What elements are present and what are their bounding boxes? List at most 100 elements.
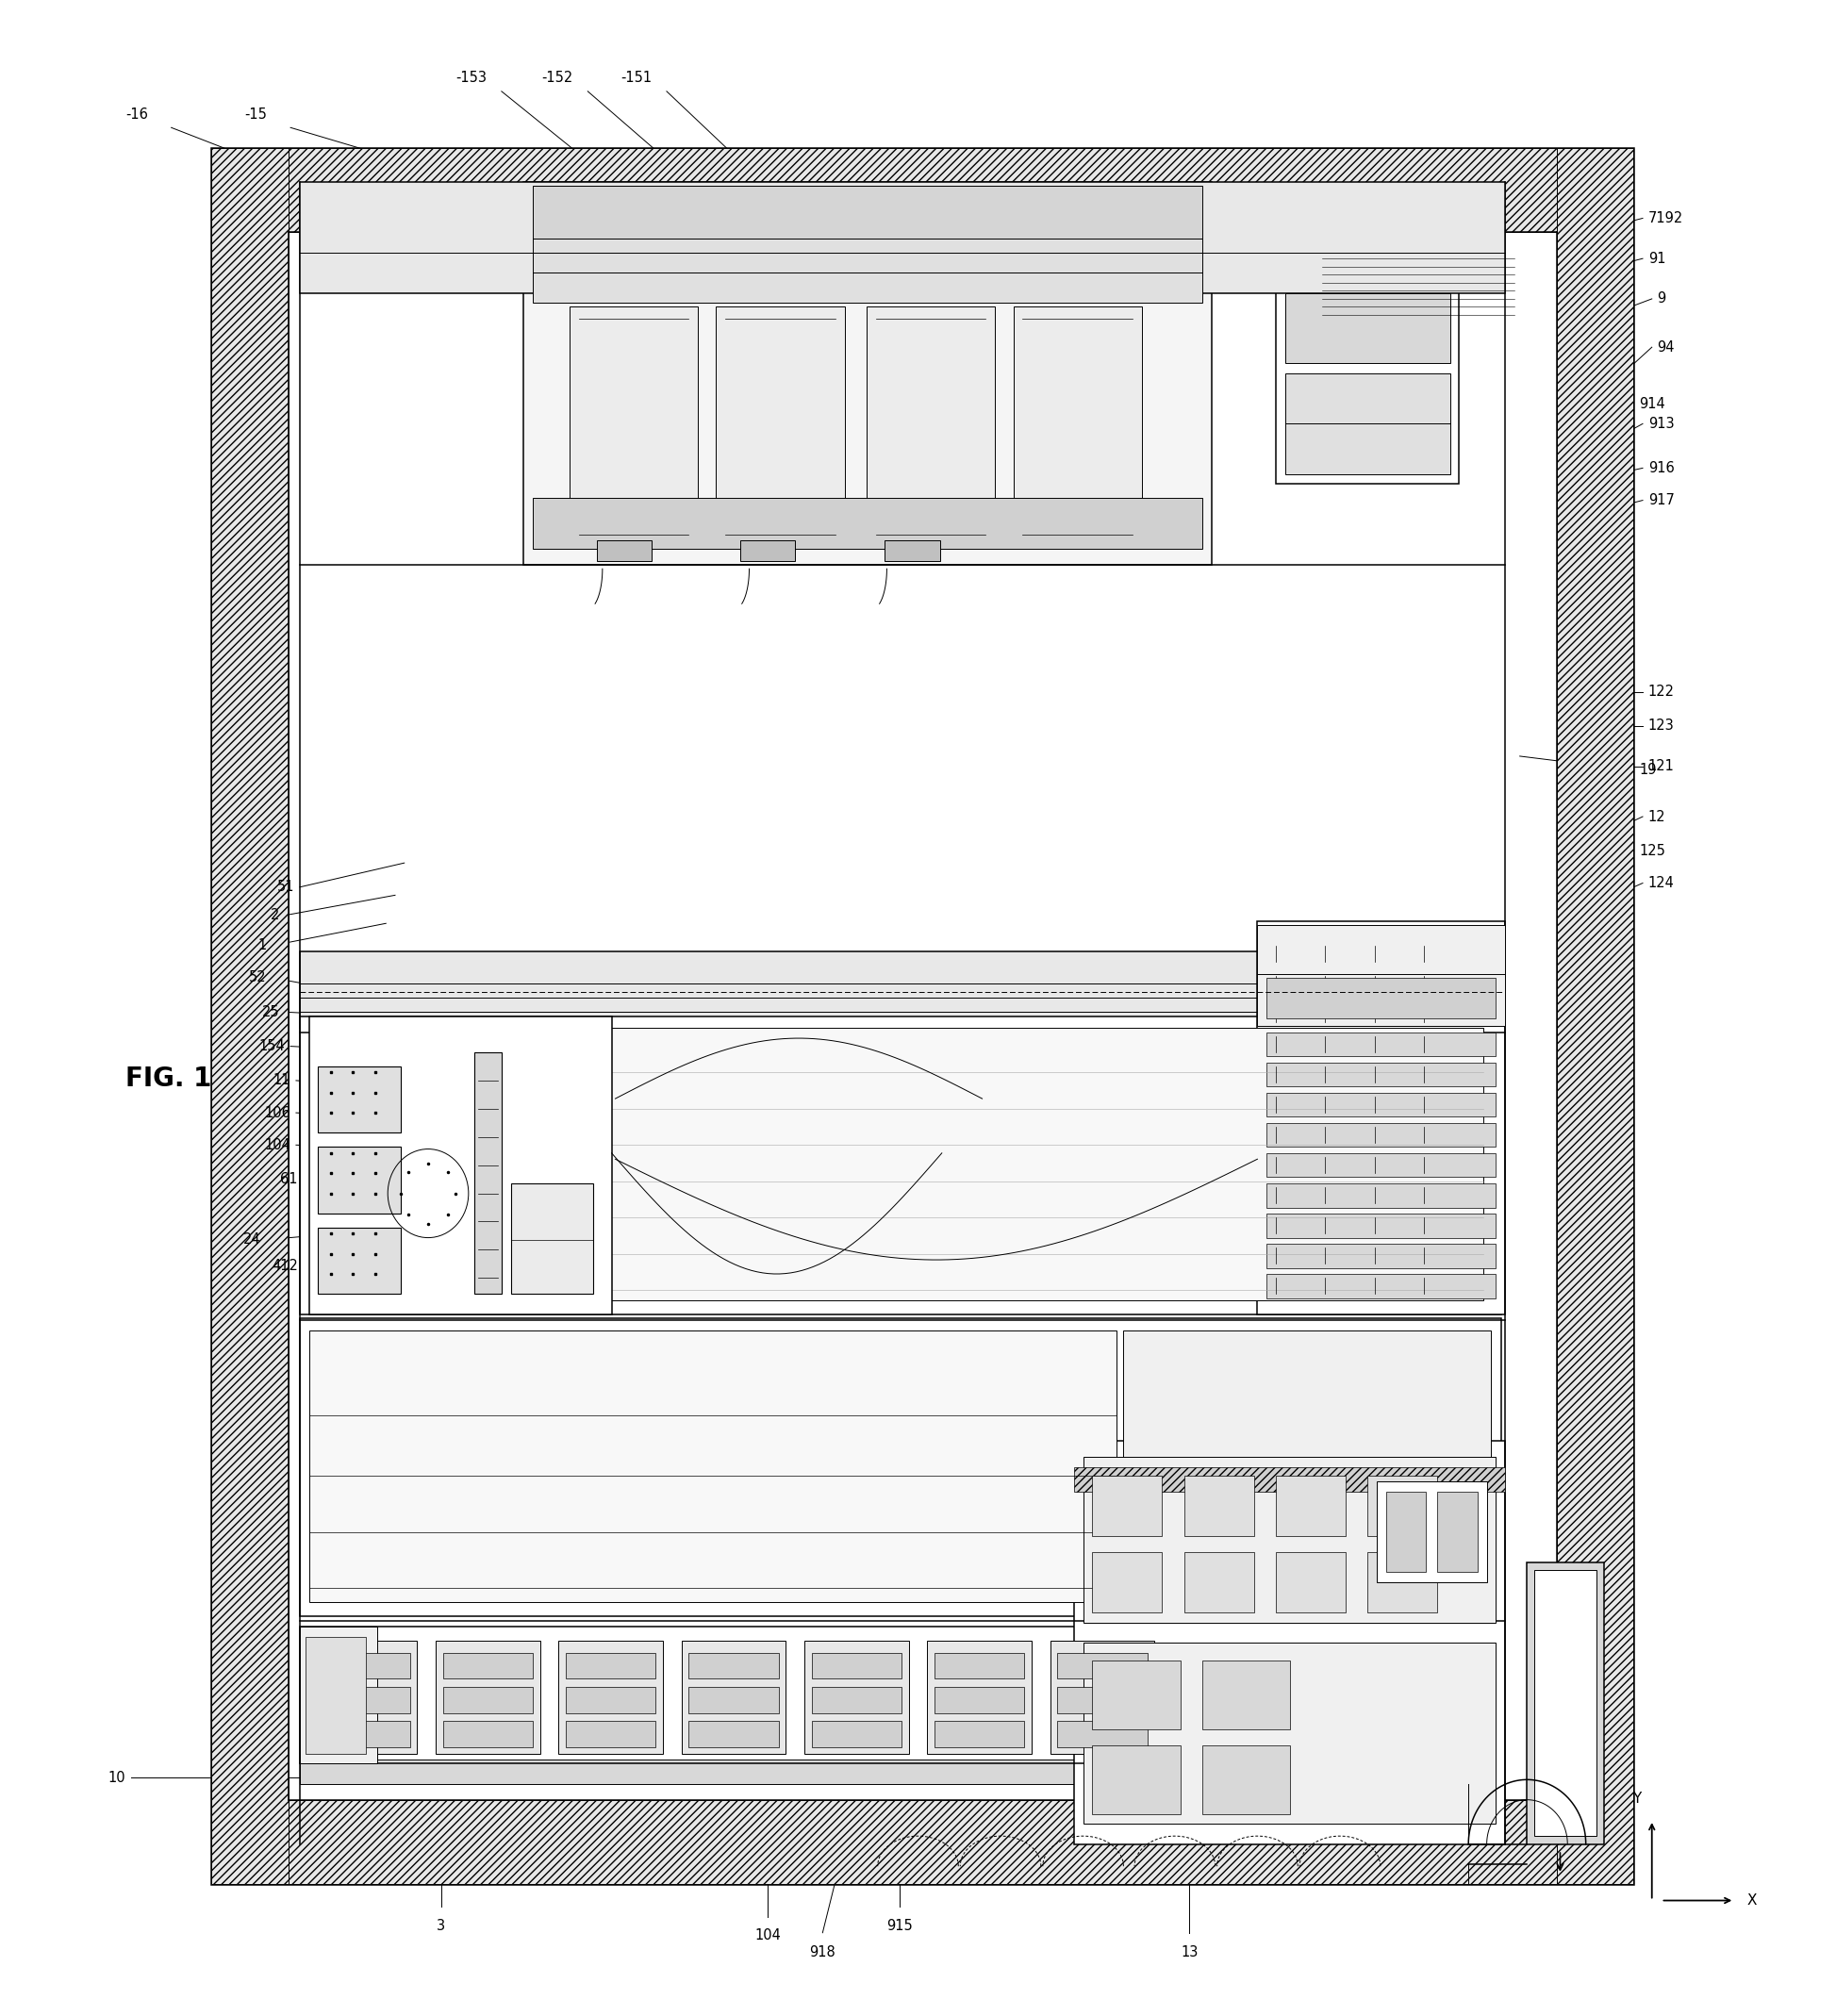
Text: 91: 91 bbox=[1649, 252, 1665, 266]
Bar bbox=[211, 147, 1634, 1885]
Text: 25: 25 bbox=[263, 1004, 279, 1020]
Bar bbox=[1267, 1244, 1496, 1268]
Bar bbox=[1276, 282, 1460, 484]
Text: 19: 19 bbox=[1640, 764, 1656, 778]
Bar bbox=[1267, 1274, 1496, 1298]
Text: 61: 61 bbox=[281, 1171, 297, 1185]
Bar bbox=[510, 1183, 593, 1294]
Bar bbox=[1528, 1562, 1605, 1845]
Bar bbox=[1267, 941, 1496, 966]
Bar bbox=[812, 1687, 901, 1714]
Bar bbox=[812, 1653, 901, 1679]
Bar bbox=[569, 306, 698, 544]
Bar bbox=[319, 1653, 409, 1679]
Bar bbox=[442, 1722, 532, 1748]
Text: -153: -153 bbox=[455, 71, 487, 85]
Text: FIG. 1: FIG. 1 bbox=[125, 1064, 211, 1093]
Bar bbox=[319, 1687, 409, 1714]
Bar bbox=[1092, 1746, 1181, 1814]
Bar bbox=[1368, 1476, 1438, 1536]
Bar bbox=[1267, 1214, 1496, 1238]
Bar bbox=[211, 1800, 1634, 1885]
Bar bbox=[1267, 1153, 1496, 1177]
Bar bbox=[1058, 1687, 1148, 1714]
Bar bbox=[442, 1653, 532, 1679]
Bar bbox=[1267, 1032, 1496, 1056]
Text: 9: 9 bbox=[1658, 292, 1665, 306]
Bar bbox=[1535, 1570, 1597, 1837]
Bar bbox=[1267, 972, 1496, 996]
Bar bbox=[1074, 1468, 1506, 1492]
Bar bbox=[299, 1016, 1502, 1314]
Bar bbox=[716, 306, 845, 544]
Bar bbox=[299, 1627, 376, 1764]
Bar bbox=[688, 1722, 778, 1748]
Text: 104: 104 bbox=[755, 1929, 780, 1943]
Text: 2: 2 bbox=[270, 909, 279, 923]
Text: 121: 121 bbox=[1649, 760, 1674, 774]
Bar bbox=[299, 1760, 1217, 1784]
Bar bbox=[1013, 306, 1142, 544]
Bar bbox=[565, 1722, 655, 1748]
Bar bbox=[1276, 1552, 1346, 1613]
Bar bbox=[935, 1687, 1024, 1714]
Bar bbox=[927, 1641, 1032, 1754]
Bar bbox=[1267, 1093, 1496, 1117]
Bar bbox=[1258, 925, 1506, 1026]
Text: 13: 13 bbox=[1181, 1945, 1199, 1960]
Bar bbox=[211, 147, 1634, 232]
Text: 914: 914 bbox=[1640, 397, 1665, 411]
Bar bbox=[299, 1318, 1502, 1617]
Bar bbox=[318, 1147, 400, 1214]
Bar bbox=[474, 1052, 501, 1294]
Bar bbox=[532, 498, 1203, 548]
Text: 918: 918 bbox=[810, 1945, 835, 1960]
Bar bbox=[1083, 1458, 1496, 1623]
Text: X: X bbox=[1748, 1893, 1757, 1907]
Bar bbox=[308, 1331, 1116, 1603]
Text: 154: 154 bbox=[259, 1038, 285, 1052]
Bar bbox=[1267, 978, 1496, 1018]
Bar bbox=[1285, 373, 1450, 474]
Bar bbox=[523, 181, 1212, 564]
Bar bbox=[565, 1653, 655, 1679]
Text: 125: 125 bbox=[1640, 845, 1665, 859]
Bar bbox=[1386, 1492, 1427, 1572]
Text: 123: 123 bbox=[1649, 720, 1674, 734]
Bar bbox=[299, 1627, 1217, 1764]
Bar bbox=[1074, 1441, 1506, 1845]
Text: 3: 3 bbox=[437, 1919, 446, 1933]
Text: Y: Y bbox=[1632, 1792, 1641, 1806]
Bar bbox=[312, 1641, 417, 1754]
Text: 10: 10 bbox=[108, 1770, 125, 1784]
Bar bbox=[867, 306, 995, 544]
Bar bbox=[1267, 1002, 1496, 1026]
Bar bbox=[681, 1641, 786, 1754]
Bar bbox=[1083, 1643, 1496, 1824]
Text: 915: 915 bbox=[887, 1919, 912, 1933]
Text: 1: 1 bbox=[259, 939, 266, 954]
Bar bbox=[532, 185, 1203, 242]
Text: 12: 12 bbox=[1649, 810, 1665, 825]
Bar bbox=[305, 1637, 365, 1754]
Bar bbox=[804, 1641, 909, 1754]
Bar bbox=[1258, 921, 1506, 1314]
Bar bbox=[1267, 1123, 1496, 1147]
Text: 916: 916 bbox=[1649, 462, 1674, 476]
Bar bbox=[1092, 1476, 1162, 1536]
Bar bbox=[1092, 1552, 1162, 1613]
Bar bbox=[1058, 1653, 1148, 1679]
Bar bbox=[1368, 1552, 1438, 1613]
Text: 52: 52 bbox=[250, 972, 266, 986]
Text: 7192: 7192 bbox=[1649, 212, 1684, 226]
Bar bbox=[935, 1722, 1024, 1748]
Text: 122: 122 bbox=[1649, 685, 1674, 700]
Bar bbox=[688, 1687, 778, 1714]
Bar bbox=[565, 1687, 655, 1714]
Bar bbox=[1058, 1722, 1148, 1748]
Bar bbox=[558, 1641, 663, 1754]
Bar bbox=[1276, 1476, 1346, 1536]
Bar bbox=[1267, 1062, 1496, 1087]
Text: 106: 106 bbox=[264, 1105, 290, 1119]
Bar bbox=[308, 1028, 1483, 1300]
